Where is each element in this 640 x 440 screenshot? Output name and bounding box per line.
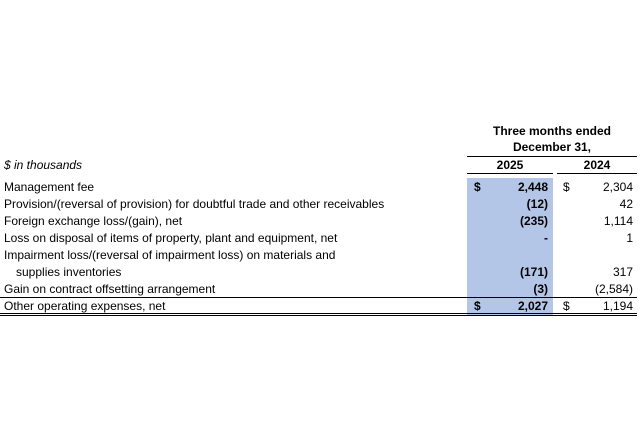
year-heading: 2025 (496, 158, 524, 172)
row-label: Gain on contract offsetting arrangement (4, 282, 216, 296)
cell-value: 2,304 (602, 180, 633, 194)
total-rule (0, 297, 637, 298)
cell-value: (3) (533, 282, 548, 296)
total-double-rule (0, 313, 637, 314)
cell-value: (235) (519, 214, 548, 228)
header-rule (467, 156, 637, 157)
cell-value: 2,448 (517, 180, 548, 194)
row-label: Provision/(reversal of provision) for do… (4, 197, 385, 211)
row-label: Impairment loss/(reversal of impairment … (4, 248, 336, 262)
currency-sign: $ (474, 299, 481, 313)
cell-value: - (544, 231, 548, 245)
currency-sign: $ (563, 299, 570, 313)
current-year-highlight (467, 178, 553, 316)
units-label: $ in thousands (4, 158, 83, 172)
cell-value: (12) (526, 197, 548, 211)
cell-value: 1,114 (603, 214, 633, 228)
row-label: supplies inventories (16, 265, 122, 279)
cell-value: (2,584) (594, 282, 633, 296)
year-heading: 2024 (583, 158, 611, 172)
cell-value: 317 (612, 265, 633, 279)
currency-sign: $ (474, 180, 481, 194)
row-label: Foreign exchange loss/(gain), net (4, 214, 183, 228)
row-label: Loss on disposal of items of property, p… (4, 231, 338, 245)
currency-sign: $ (563, 180, 570, 194)
cell-value: (171) (519, 265, 548, 279)
row-label: Management fee (4, 180, 95, 194)
year-rule (557, 173, 637, 174)
cell-value: 1 (626, 231, 633, 245)
row-label: Other operating expenses, net (4, 299, 166, 313)
year-rule (467, 173, 553, 174)
cell-value: 42 (619, 197, 633, 211)
total-double-rule (0, 315, 637, 316)
cell-value: 2,027 (517, 299, 548, 313)
date-heading: December 31, (512, 140, 592, 154)
period-heading: Three months ended (492, 124, 611, 138)
cell-value: 1,194 (602, 299, 633, 313)
